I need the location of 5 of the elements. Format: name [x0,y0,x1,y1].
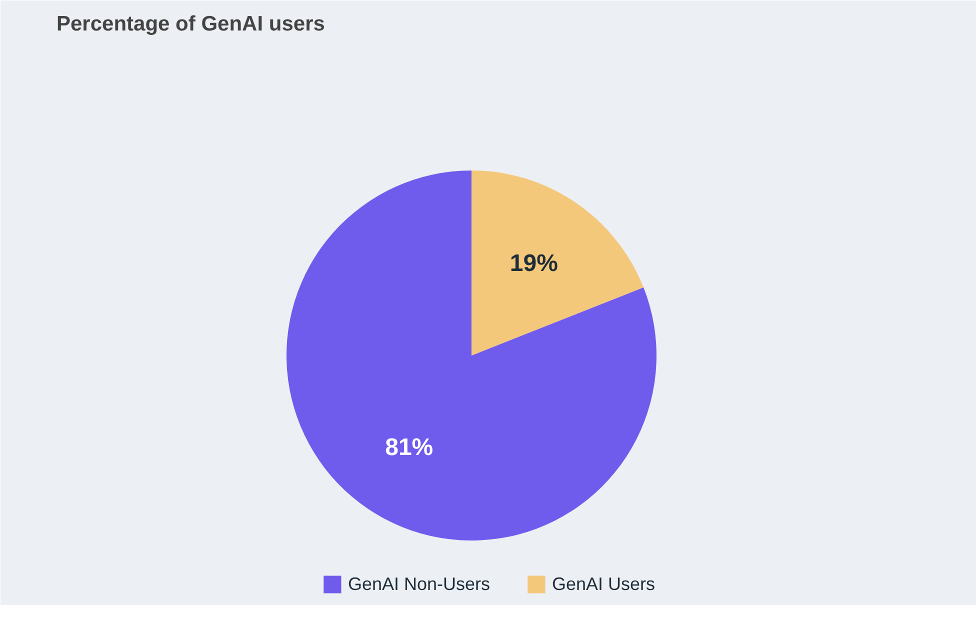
data-label: 19% [510,250,558,278]
legend-label: GenAI Users [552,574,656,594]
chart-title: Percentage of GenAI users [56,12,325,36]
legend-label: GenAI Non-Users [348,574,490,594]
data-label: 81% [385,434,434,461]
